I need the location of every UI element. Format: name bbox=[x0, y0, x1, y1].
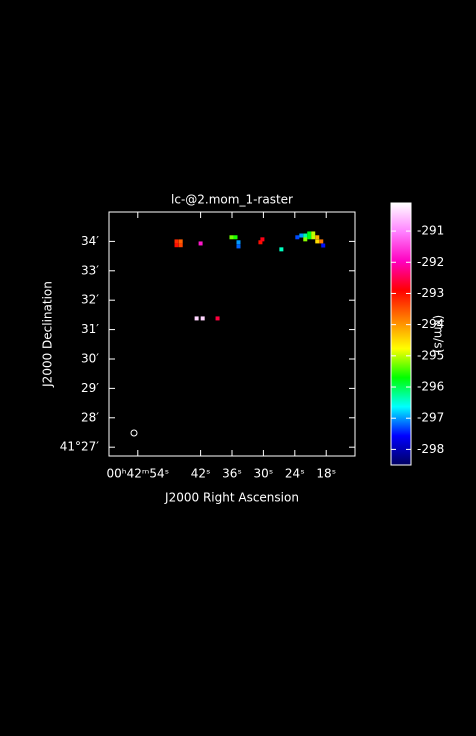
pixel bbox=[178, 239, 183, 244]
y-tick-label: 32′ bbox=[81, 293, 99, 307]
x-tick-label: 24ˢ bbox=[285, 467, 305, 481]
pixel bbox=[233, 235, 238, 240]
colorbar-tick-label: -293 bbox=[417, 286, 444, 300]
y-tick-label: 29′ bbox=[81, 381, 99, 395]
y-tick-label: 30′ bbox=[81, 351, 99, 365]
pixel bbox=[307, 231, 312, 236]
pixel bbox=[321, 243, 326, 248]
colorbar-tick-label: -298 bbox=[417, 442, 444, 456]
x-tick-label: 36ˢ bbox=[222, 467, 242, 481]
pixel bbox=[295, 235, 300, 240]
x-tick-label: 00ʰ42ᵐ54ˢ bbox=[106, 467, 169, 481]
pixel bbox=[299, 233, 304, 238]
colorbar-tick-label: -292 bbox=[417, 255, 444, 269]
pixel bbox=[236, 240, 241, 245]
pixel bbox=[303, 237, 308, 242]
pixel bbox=[307, 235, 312, 240]
x-tick-label: 30ˢ bbox=[254, 467, 274, 481]
pixel bbox=[215, 316, 220, 321]
x-tick-label: 18ˢ bbox=[316, 467, 336, 481]
chart-title: lc-@2.mom_1-raster bbox=[171, 193, 293, 207]
pixel bbox=[236, 244, 241, 249]
pixel bbox=[311, 231, 316, 236]
colorbar-label: (km/s) bbox=[432, 315, 446, 353]
pixel bbox=[315, 239, 320, 244]
colorbar bbox=[390, 202, 412, 466]
y-tick-label: 28′ bbox=[81, 410, 99, 424]
colorbar-tick-label: -295 bbox=[417, 348, 444, 362]
colorbar-tick-label: -291 bbox=[417, 224, 444, 238]
pixel bbox=[260, 237, 265, 242]
pixel bbox=[200, 316, 205, 321]
colorbar-tick-label: -296 bbox=[417, 380, 444, 394]
y-tick-label: 31′ bbox=[81, 322, 99, 336]
beam bbox=[130, 429, 138, 437]
colorbar-tick-label: -297 bbox=[417, 411, 444, 425]
y-axis-label: J2000 Declination bbox=[41, 281, 55, 388]
x-axis-label: J2000 Right Ascension bbox=[164, 491, 299, 505]
pixel bbox=[174, 239, 179, 244]
y-tick-label: 33′ bbox=[81, 263, 99, 277]
pixel bbox=[315, 235, 320, 240]
pixel bbox=[229, 235, 234, 240]
pixel bbox=[311, 235, 316, 240]
pixel bbox=[194, 316, 199, 321]
pixel bbox=[174, 243, 179, 248]
pixel bbox=[319, 239, 324, 244]
y-tick-label: 34′ bbox=[81, 234, 99, 248]
pixel bbox=[258, 240, 263, 245]
pixel bbox=[198, 241, 203, 246]
colorbar-tick-label: -294 bbox=[417, 317, 444, 331]
y-tick-label: 41°27′ bbox=[60, 440, 100, 454]
pixel bbox=[178, 243, 183, 248]
pixel bbox=[303, 233, 308, 238]
x-tick-label: 42ˢ bbox=[191, 467, 211, 481]
pixel bbox=[279, 247, 284, 252]
